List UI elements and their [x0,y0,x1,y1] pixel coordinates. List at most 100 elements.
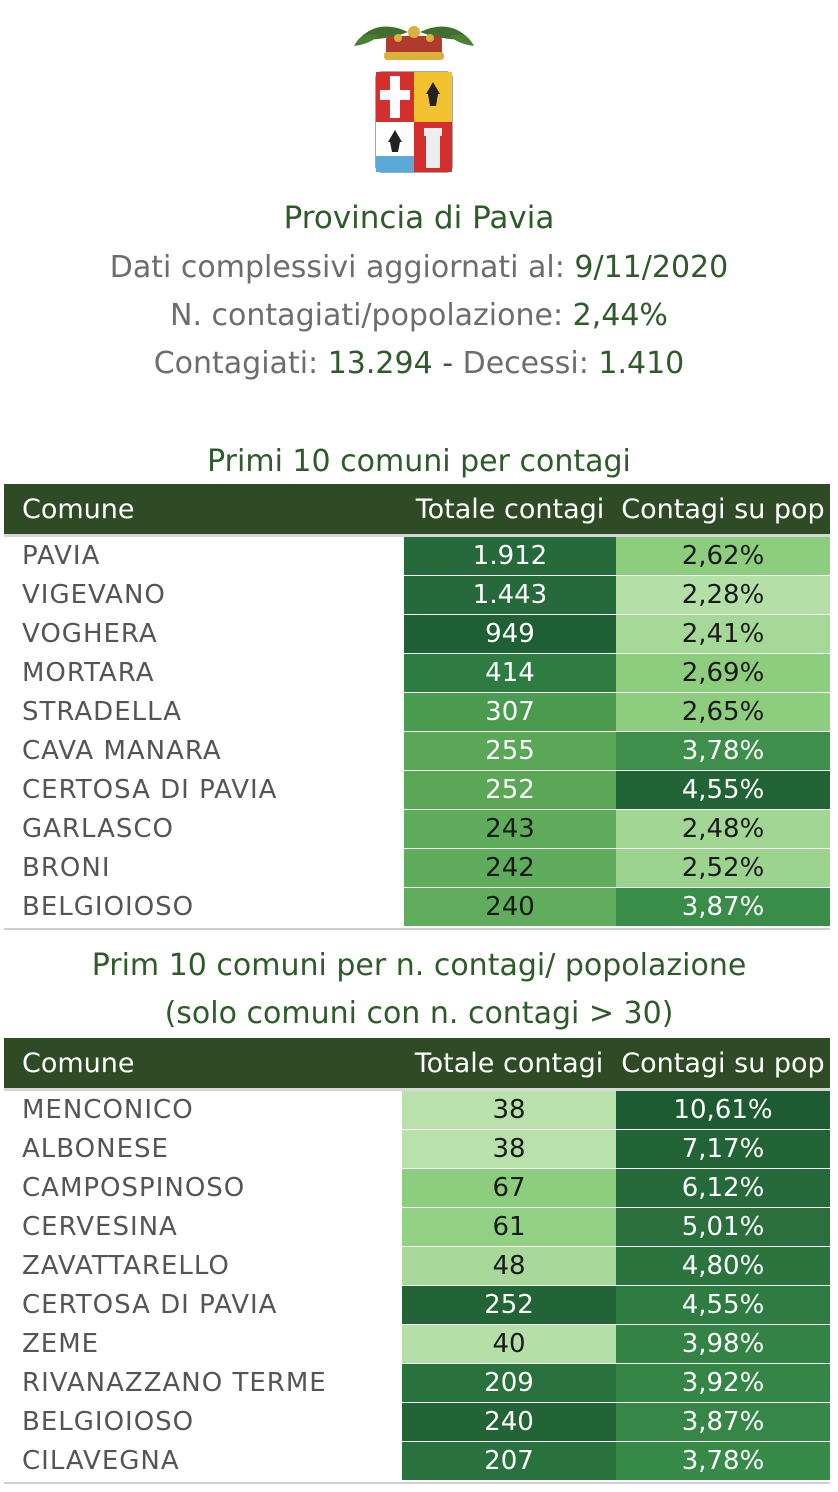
cell-contagi-su-pop: 2,52% [616,848,830,888]
cell-contagi-su-pop: 2,41% [616,614,830,654]
cell-totale-contagi: 307 [404,692,616,732]
cell-comune: MENCONICO [4,1089,402,1130]
deaths-label: Decessi: [462,346,589,381]
cases-value: 13.294 [327,346,433,381]
province-coat-of-arms [354,26,474,173]
cell-contagi-su-pop: 3,98% [616,1324,830,1364]
cell-contagi-su-pop: 3,78% [616,1441,830,1480]
table1-title: Primi 10 comuni per contagi [207,444,631,479]
cell-totale-contagi: 949 [404,614,616,654]
cell-totale-contagi: 240 [404,887,616,926]
cell-contagi-su-pop: 10,61% [616,1089,830,1130]
update-date: 9/11/2020 [574,250,729,285]
table-row: BELGIOIOSO 240 3,87% [4,887,830,926]
table-row: BRONI 242 2,52% [4,848,830,888]
cell-contagi-su-pop: 4,55% [616,770,830,810]
table-row: MENCONICO 38 10,61% [4,1089,830,1130]
table-row: VOGHERA 949 2,41% [4,614,830,654]
cases-label: Contagiati: [153,346,319,381]
cell-totale-contagi: 207 [402,1441,616,1480]
page-title: Provincia di Pavia [283,200,555,236]
table2-bottom-border [4,1482,830,1484]
table-row: GARLASCO 243 2,48% [4,809,830,849]
totals-info: Contagiati: 13.294 - Decessi: 1.410 [0,346,838,381]
cell-totale-contagi: 240 [402,1402,616,1442]
cell-totale-contagi: 67 [402,1168,616,1208]
cell-totale-contagi: 1.443 [404,575,616,615]
cell-contagi-su-pop: 6,12% [616,1168,830,1208]
table-row: STRADELLA 307 2,65% [4,692,830,732]
table-row: RIVANAZZANO TERME 209 3,92% [4,1363,830,1403]
cell-comune: ZAVATTARELLO [4,1246,402,1286]
cell-totale-contagi: 61 [402,1207,616,1247]
table-row: CAMPOSPINOSO 67 6,12% [4,1168,830,1208]
cell-totale-contagi: 252 [402,1285,616,1325]
cell-contagi-su-pop: 3,92% [616,1363,830,1403]
cell-contagi-su-pop: 7,17% [616,1129,830,1169]
shield-icon [375,71,453,173]
table1-header-row: Comune Totale contagi Contagi su pop [4,484,830,537]
cell-comune: CAVA MANARA [4,731,404,771]
cell-comune: BRONI [4,848,404,888]
table-row: CERVESINA 61 5,01% [4,1207,830,1247]
cell-totale-contagi: 38 [402,1089,616,1130]
table2-header-comune: Comune [4,1038,402,1091]
cell-contagi-su-pop: 4,55% [616,1285,830,1325]
table-row: BELGIOIOSO 240 3,87% [4,1402,830,1442]
cell-comune: BELGIOIOSO [4,887,404,926]
deaths-value: 1.410 [598,346,685,381]
ratio-label: N. contagiati/popolazione: [170,298,564,333]
cell-contagi-su-pop: 2,48% [616,809,830,849]
cell-comune: CERTOSA DI PAVIA [4,770,404,810]
cell-comune: CERTOSA DI PAVIA [4,1285,402,1325]
table-row: CERTOSA DI PAVIA 252 4,55% [4,770,830,810]
cell-contagi-su-pop: 2,65% [616,692,830,732]
cell-comune: VOGHERA [4,614,404,654]
table-row: CAVA MANARA 255 3,78% [4,731,830,771]
cell-comune: BELGIOIOSO [4,1402,402,1442]
cell-contagi-su-pop: 2,69% [616,653,830,693]
cell-comune: CERVESINA [4,1207,402,1247]
cell-comune: STRADELLA [4,692,404,732]
table-row: PAVIA 1.912 2,62% [4,535,830,576]
ratio-value: 2,44% [572,298,668,333]
cell-totale-contagi: 243 [404,809,616,849]
cell-comune: CAMPOSPINOSO [4,1168,402,1208]
table1-header-comune: Comune [4,484,404,537]
table2-title-line2: (solo comuni con n. contagi > 30) [164,996,674,1031]
cell-contagi-su-pop: 3,87% [616,1402,830,1442]
cell-totale-contagi: 48 [402,1246,616,1286]
cell-comune: MORTARA [4,653,404,693]
cell-contagi-su-pop: 4,80% [616,1246,830,1286]
table2-body: MENCONICO 38 10,61% ALBONESE 38 7,17% CAMPOSPI… [4,1089,830,1480]
table-row: MORTARA 414 2,69% [4,653,830,693]
cell-comune: RIVANAZZANO TERME [4,1363,402,1403]
table2: Comune Totale contagi Contagi su pop MEN… [4,1038,830,1480]
cell-comune: ALBONESE [4,1129,402,1169]
cell-contagi-su-pop: 3,87% [616,887,830,926]
table1-header-pop: Contagi su pop [616,484,830,537]
table2-title-line1: Prim 10 comuni per n. contagi/ popolazio… [91,948,747,983]
cell-contagi-su-pop: 3,78% [616,731,830,771]
table1-header-totale: Totale contagi [404,484,616,537]
table-row: ZAVATTARELLO 48 4,80% [4,1246,830,1286]
totals-separator: - [442,346,454,381]
cell-totale-contagi: 1.912 [404,535,616,576]
cell-totale-contagi: 209 [402,1363,616,1403]
table-row: ZEME 40 3,98% [4,1324,830,1364]
cell-totale-contagi: 255 [404,731,616,771]
cell-comune: CILAVEGNA [4,1441,402,1480]
cell-comune: PAVIA [4,535,404,576]
cell-totale-contagi: 252 [404,770,616,810]
table1-body: PAVIA 1.912 2,62% VIGEVANO 1.443 2,28% VOGHERA… [4,535,830,926]
cell-totale-contagi: 38 [402,1129,616,1169]
table1: Comune Totale contagi Contagi su pop PAV… [4,484,830,926]
table1-bottom-border [4,928,830,930]
cell-totale-contagi: 242 [404,848,616,888]
table-row: VIGEVANO 1.443 2,28% [4,575,830,615]
cell-totale-contagi: 40 [402,1324,616,1364]
cell-contagi-su-pop: 5,01% [616,1207,830,1247]
cell-comune: ZEME [4,1324,402,1364]
cell-comune: VIGEVANO [4,575,404,615]
table-row: CILAVEGNA 207 3,78% [4,1441,830,1480]
